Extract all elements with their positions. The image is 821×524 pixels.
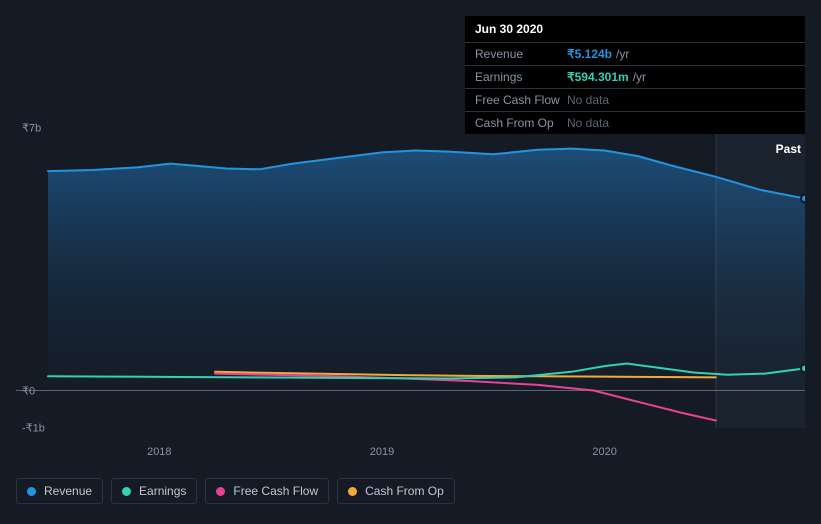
- chart-legend: Revenue Earnings Free Cash Flow Cash Fro…: [16, 478, 455, 504]
- chart-tooltip: Jun 30 2020 Revenue ₹5.124b/yr Earnings …: [465, 16, 805, 134]
- plot-area[interactable]: Past: [16, 118, 805, 438]
- tooltip-label: Revenue: [475, 47, 567, 61]
- past-label: Past: [776, 142, 801, 156]
- tooltip-label: Free Cash Flow: [475, 93, 567, 107]
- tooltip-date: Jun 30 2020: [465, 16, 805, 43]
- tooltip-row-cfo: Cash From Op No data: [465, 112, 805, 134]
- y-axis-tick: ₹0: [22, 384, 35, 397]
- tooltip-label: Earnings: [475, 70, 567, 84]
- legend-swatch: [348, 487, 357, 496]
- y-axis-tick: -₹1b: [22, 422, 45, 435]
- legend-swatch: [122, 487, 131, 496]
- tooltip-value: ₹5.124b/yr: [567, 47, 629, 61]
- legend-label: Revenue: [44, 484, 92, 498]
- legend-swatch: [27, 487, 36, 496]
- tooltip-value: ₹594.301m/yr: [567, 70, 646, 84]
- tooltip-row-fcf: Free Cash Flow No data: [465, 89, 805, 112]
- legend-item-revenue[interactable]: Revenue: [16, 478, 103, 504]
- x-axis-tick: 2018: [147, 446, 171, 458]
- x-axis-tick: 2019: [370, 446, 394, 458]
- tooltip-row-earnings: Earnings ₹594.301m/yr: [465, 66, 805, 89]
- legend-label: Cash From Op: [365, 484, 444, 498]
- legend-item-cfo[interactable]: Cash From Op: [337, 478, 455, 504]
- x-axis-tick: 2020: [592, 446, 616, 458]
- legend-item-fcf[interactable]: Free Cash Flow: [205, 478, 329, 504]
- legend-label: Free Cash Flow: [233, 484, 318, 498]
- legend-item-earnings[interactable]: Earnings: [111, 478, 197, 504]
- tooltip-value: No data: [567, 93, 609, 107]
- chart-svg: [16, 118, 805, 438]
- tooltip-row-revenue: Revenue ₹5.124b/yr: [465, 43, 805, 66]
- tooltip-value: No data: [567, 116, 609, 130]
- legend-label: Earnings: [139, 484, 186, 498]
- legend-swatch: [216, 487, 225, 496]
- y-axis-tick: ₹7b: [22, 122, 41, 135]
- tooltip-label: Cash From Op: [475, 116, 567, 130]
- chart-container: Jun 30 2020 Revenue ₹5.124b/yr Earnings …: [16, 16, 805, 476]
